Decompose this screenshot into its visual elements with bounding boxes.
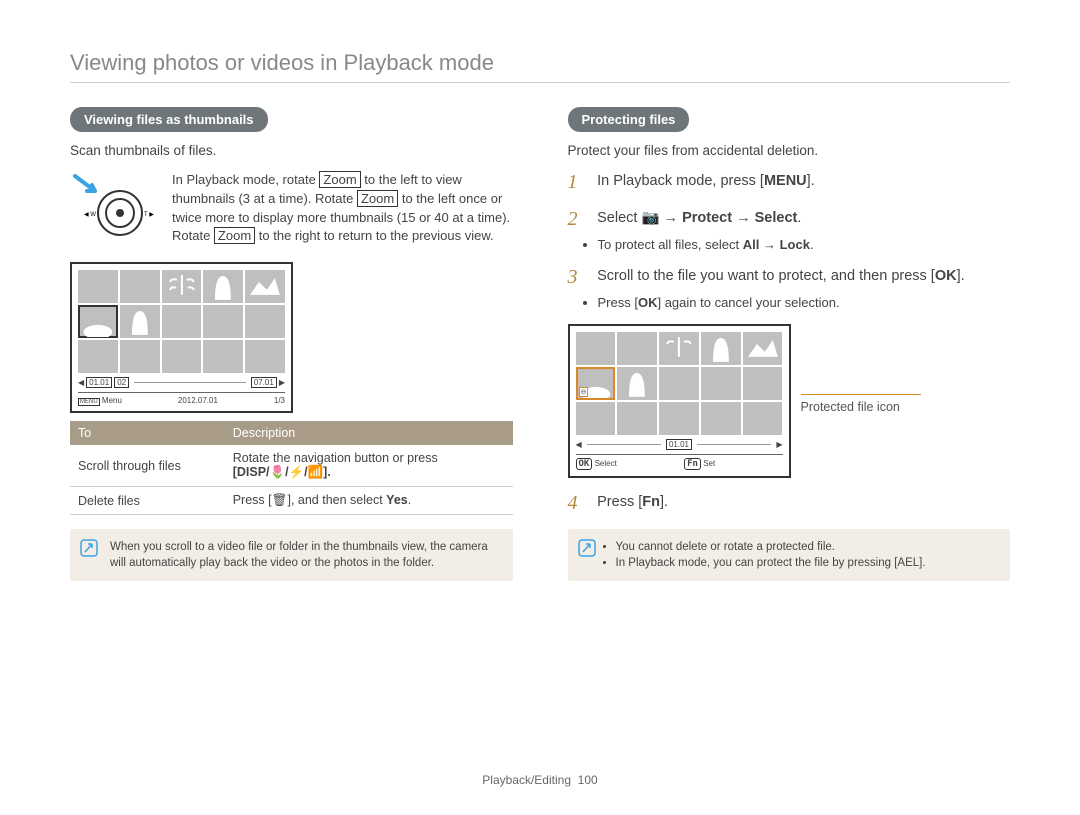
zoom-dial-icon: ◀ W T ▶: [70, 171, 160, 244]
svg-text:T ▶: T ▶: [144, 212, 154, 218]
heading-thumbnails: Viewing files as thumbnails: [70, 107, 268, 132]
table-row: Delete files Press [🗑], and then select …: [70, 487, 513, 515]
left-column: Viewing files as thumbnails Scan thumbna…: [70, 107, 513, 581]
step-1: 1 In Playback mode, press [MENU].: [568, 171, 1011, 194]
info-icon: [578, 539, 596, 557]
thumbnail-screen: ◀ 01.01 02 07.01 ▶ MENU Menu 2012.07.01 …: [70, 262, 293, 413]
right-column: Protecting files Protect your files from…: [568, 107, 1011, 581]
step-4: 4 Press [Fn].: [568, 492, 1011, 515]
note-box: When you scroll to a video file or folde…: [70, 529, 513, 581]
note-box-right: You cannot delete or rotate a protected …: [568, 529, 1011, 581]
table-header-to: To: [70, 421, 225, 445]
page-title: Viewing photos or videos in Playback mod…: [70, 50, 1010, 83]
intro-thumbs: Scan thumbnails of files.: [70, 142, 513, 161]
protected-icon-callout: Protected file icon: [801, 400, 900, 414]
page-footer: Playback/Editing 100: [0, 773, 1080, 787]
description-table: ToDescription Scroll through files Rotat…: [70, 421, 513, 515]
step-2: 2 Select 📷 → Protect → Select. To protec…: [568, 208, 1011, 252]
protect-screen: ⊖ ◀ 01.01 ▶ OK Select Fn Set: [568, 324, 791, 478]
zoom-instruction: In Playback mode, rotate Zoom to the lef…: [172, 171, 513, 246]
step-3: 3 Scroll to the file you want to protect…: [568, 266, 1011, 310]
table-row: Scroll through files Rotate the navigati…: [70, 445, 513, 487]
heading-protecting: Protecting files: [568, 107, 690, 132]
info-icon: [80, 539, 98, 557]
intro-protect: Protect your files from accidental delet…: [568, 142, 1011, 161]
svg-text:◀ W: ◀ W: [84, 212, 96, 218]
table-header-desc: Description: [225, 421, 513, 445]
